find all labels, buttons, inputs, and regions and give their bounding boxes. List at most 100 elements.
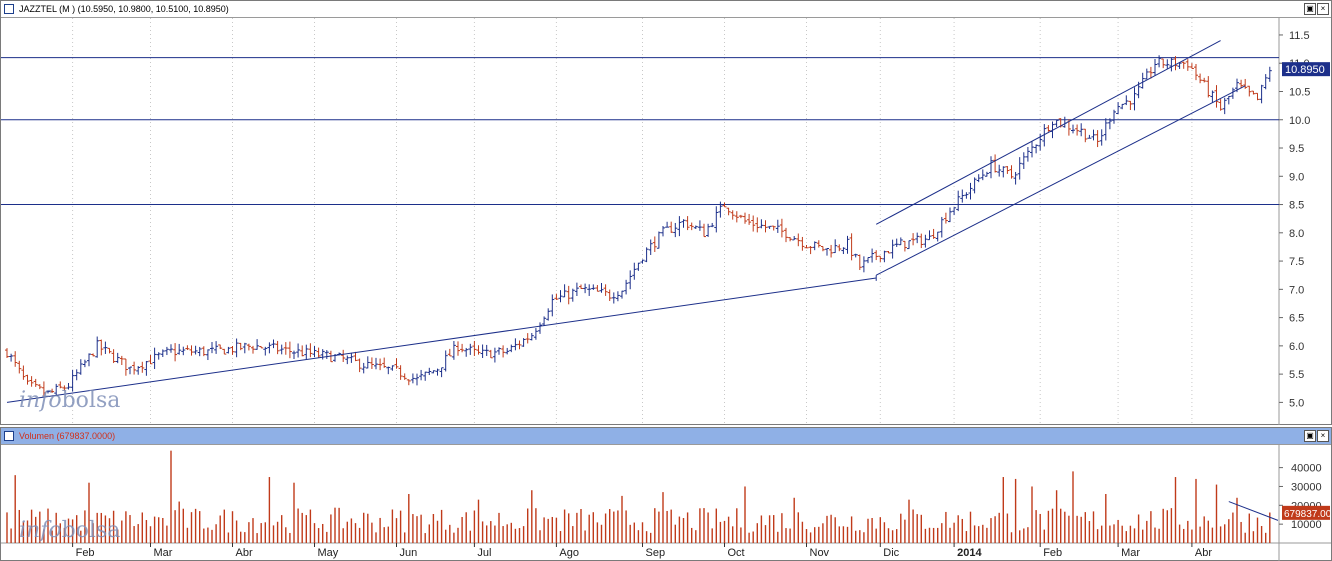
price-ohlc-bar [509,344,514,353]
price-ohlc-bar [136,366,141,375]
maximize-icon[interactable]: ▣ [1304,3,1316,15]
price-ohlc-bar [353,351,358,362]
close-icon[interactable]: × [1317,3,1329,15]
price-ohlc-bar [558,290,563,303]
price-ohlc-bar [784,227,788,243]
price-ohlc-bar [25,374,30,385]
price-ohlc-bar [792,236,797,241]
price-ohlc-bar [13,351,18,367]
volume-trend-line [1228,501,1279,521]
price-ohlc-bar [521,338,526,347]
price-ohlc-bar [722,202,727,208]
price-ohlc-bar [1194,64,1198,81]
price-y-tick-label: 9.0 [1289,171,1304,183]
price-ohlc-bar [234,338,239,358]
price-ohlc-bar [1247,85,1252,97]
price-ohlc-bar [706,223,711,237]
price-ohlc-bar [1198,73,1203,84]
price-ohlc-bar [763,220,768,233]
price-ohlc-bar [1062,116,1067,128]
price-ohlc-bar [640,259,645,264]
price-ohlc-bar [1079,123,1084,137]
price-ohlc-bar [152,347,157,369]
price-ohlc-bar [398,365,403,380]
price-ohlc-bar [620,290,624,299]
price-ohlc-bar [820,245,825,252]
price-chart-titlebar: JAZZTEL (M ) (10.5950, 10.9800, 10.5100,… [1,1,1331,18]
price-ohlc-bar [984,171,989,177]
price-ohlc-bar [808,246,813,255]
price-ohlc-bar [99,339,104,356]
price-ohlc-bar [1144,68,1149,80]
volume-chart-svg[interactable]: 10000200003000040000FebMarAbrMayJunJulAg… [1,445,1331,561]
price-ohlc-bar [1206,76,1211,98]
price-ohlc-bar [1124,95,1129,106]
price-ohlc-bar [492,347,497,363]
price-ohlc-bar [29,376,34,387]
price-ohlc-bar [1267,66,1272,82]
price-ohlc-bar [320,349,325,360]
volume-last-value-box [1282,505,1330,520]
maximize-icon[interactable]: ▣ [1304,430,1316,442]
price-ohlc-bar [632,262,637,280]
price-trend-line [6,277,877,403]
price-ohlc-bar [451,341,456,360]
month-label: Sep [646,547,666,559]
price-ohlc-bar [566,285,571,305]
price-ohlc-bar [845,235,850,254]
price-ohlc-bar [554,293,559,300]
price-ohlc-bar [898,237,903,246]
price-ohlc-bar [287,341,292,359]
price-ohlc-bar [1161,58,1166,69]
price-ohlc-bar [607,289,612,301]
close-icon[interactable]: × [1317,430,1329,442]
price-ohlc-bar [58,381,63,389]
month-label: 2014 [957,547,982,559]
price-ohlc-bar [50,388,55,393]
price-ohlc-bar [1112,109,1116,124]
price-ohlc-bar [70,369,75,392]
price-ohlc-bar [214,341,219,354]
price-ohlc-bar [652,236,657,253]
month-label: Dic [883,547,899,559]
price-ohlc-bar [402,373,407,380]
price-ohlc-bar [837,244,842,252]
price-ohlc-bar [960,189,965,203]
price-ohlc-bar [878,255,883,262]
price-ohlc-bar [140,361,145,373]
price-ohlc-bar [1230,87,1235,99]
price-ohlc-bar [775,219,780,233]
price-ohlc-bar [1214,85,1219,108]
price-ohlc-bar [1042,124,1047,147]
price-ohlc-bar [1099,129,1104,146]
price-ohlc-bar [304,344,309,360]
price-ohlc-bar [767,225,772,229]
price-ohlc-bar [931,228,936,239]
price-ohlc-bar [1226,95,1231,105]
price-ohlc-bar [755,217,760,233]
price-ohlc-bar [1001,166,1006,178]
price-ohlc-bar [771,225,776,231]
price-chart-svg[interactable]: 5.0 5.5 6.0 6.5 7.0 7.5 8.0 8.5 9.0 9.5 10.0 10.5 11… [1,18,1331,425]
price-y-tick-label: 7.5 [1289,256,1304,268]
price-ohlc-bar [361,362,366,374]
price-ohlc-bar [382,357,387,368]
price-ohlc-bar [292,350,296,359]
price-ohlc-bar [132,361,137,375]
price-chart-panel: JAZZTEL (M ) (10.5950, 10.9800, 10.5100,… [0,0,1332,425]
price-ohlc-bar [812,241,817,251]
price-ohlc-bar [394,358,399,369]
price-ohlc-bar [968,182,973,200]
price-ohlc-bar [242,342,247,354]
price-ohlc-bar [570,288,575,302]
price-ohlc-bar [435,368,440,376]
volume-chart-title: Volumen (679837.0000) [19,431,116,441]
price-ohlc-bar [849,233,854,261]
price-ohlc-bar [1030,141,1034,158]
price-ohlc-bar [312,345,317,358]
price-ohlc-bar [476,345,481,355]
price-ohlc-bar [386,366,391,375]
price-ohlc-bar [1128,100,1133,111]
price-ohlc-bar [427,367,432,376]
price-ohlc-bar [255,339,260,350]
